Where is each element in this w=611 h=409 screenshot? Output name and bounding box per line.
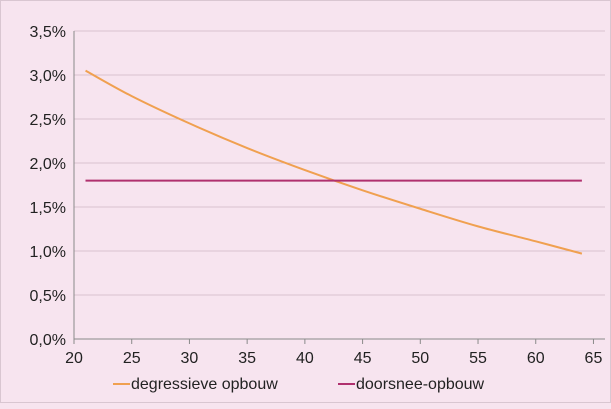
x-tick-labels: 20 25 30 35 40 45 50 55 60 65 [65, 350, 602, 367]
x-tick-label: 45 [354, 350, 372, 367]
x-tick-label: 65 [585, 350, 603, 367]
gridlines [74, 30, 605, 296]
series-line-degressieve-opbouw [85, 69, 583, 255]
legend: degressieve opbouw doorsnee-opbouw [113, 376, 485, 393]
legend-label: degressieve opbouw [131, 376, 278, 393]
y-tick-label: 0,0% [30, 332, 66, 349]
legend-label: doorsnee-opbouw [356, 376, 485, 393]
x-tick-label: 55 [469, 350, 487, 367]
axes [73, 31, 605, 344]
x-tick-label: 35 [238, 350, 256, 367]
series-lines [85, 69, 583, 255]
x-tick-label: 25 [123, 350, 141, 367]
x-tick-label: 30 [181, 350, 199, 367]
y-tick-label: 2,0% [30, 156, 66, 173]
y-tick-labels: 0,0% 0,5% 1,0% 1,5% 2,0% 2,5% 3,0% 3,5% [30, 24, 66, 349]
y-tick-label: 1,5% [30, 200, 66, 217]
x-tick-label: 60 [527, 350, 545, 367]
x-tick-label: 50 [411, 350, 429, 367]
y-tick-label: 0,5% [30, 288, 66, 305]
y-tick-label: 2,5% [30, 112, 66, 129]
y-tick-label: 3,0% [30, 68, 66, 85]
y-tick-label: 3,5% [30, 24, 66, 41]
x-tick-label: 40 [296, 350, 314, 367]
y-tick-label: 1,0% [30, 244, 66, 261]
x-tick-label: 20 [65, 350, 83, 367]
